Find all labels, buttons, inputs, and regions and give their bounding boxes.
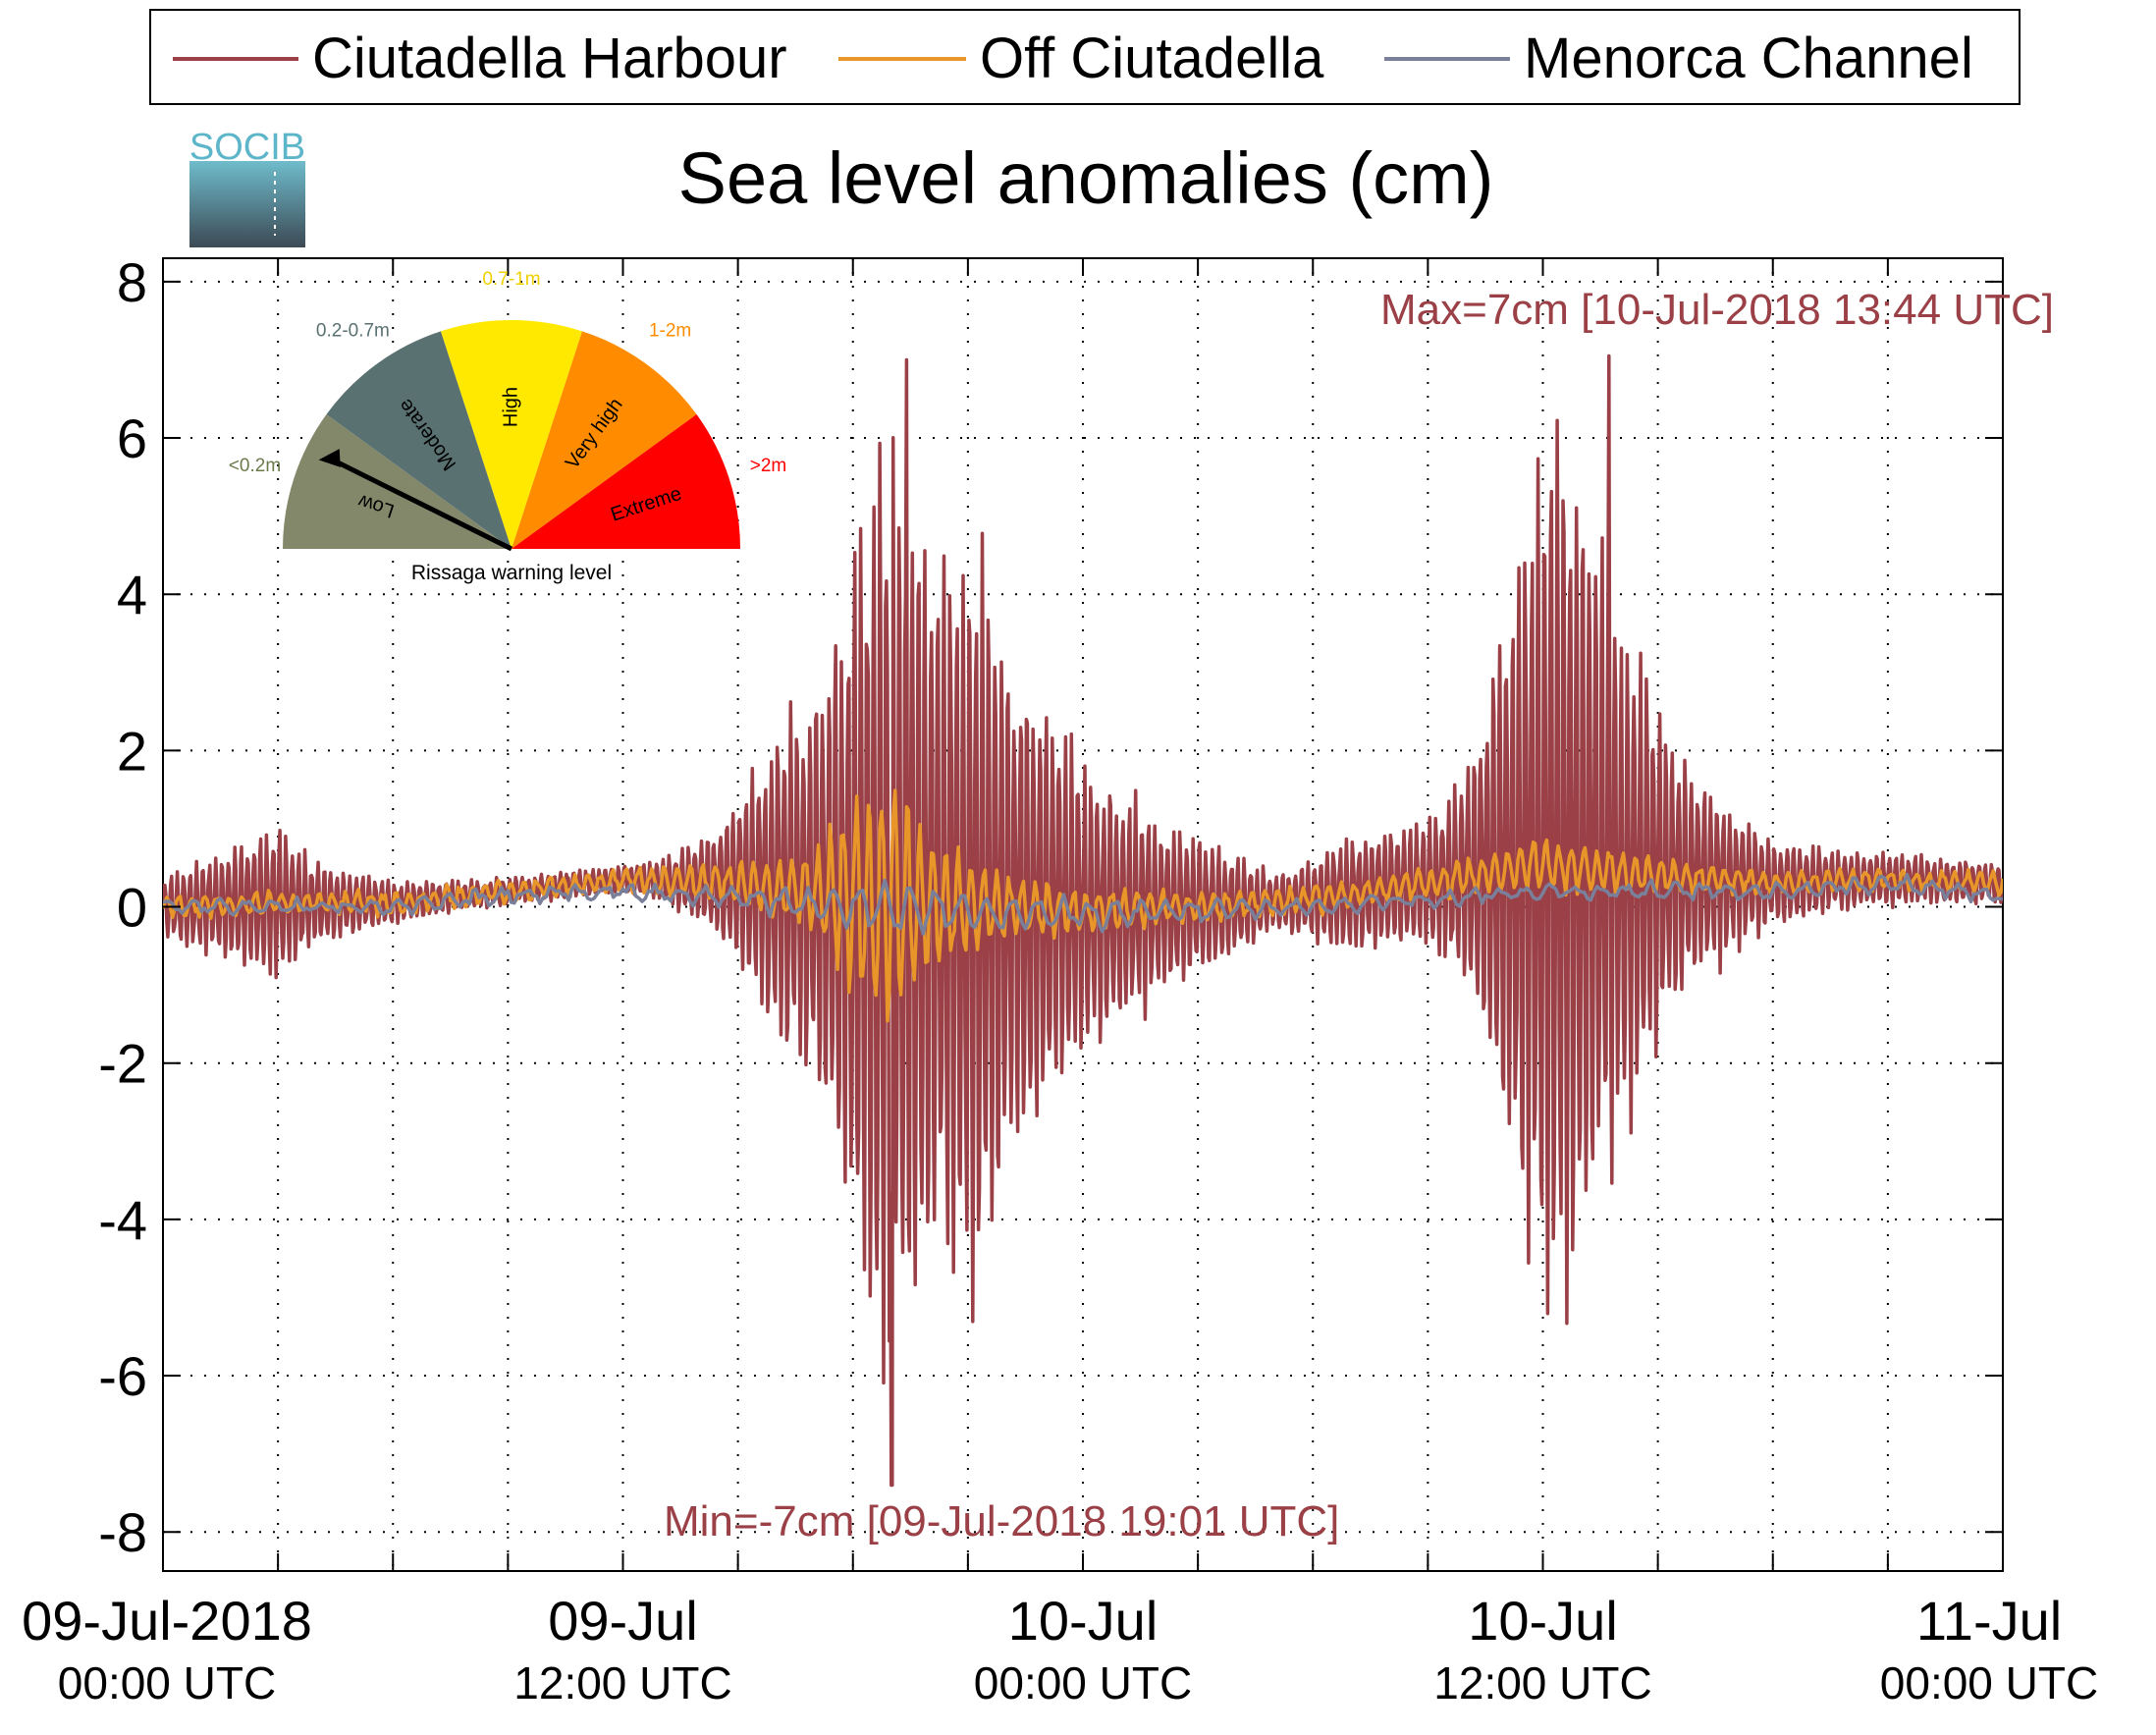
legend-label-menorca-channel: Menorca Channel xyxy=(1524,27,1973,90)
y-tick-label: -4 xyxy=(98,1189,147,1251)
series-group xyxy=(163,353,2003,1488)
menorca-channel-line xyxy=(163,872,2003,936)
x-tick-date: 09-Jul-2018 xyxy=(22,1590,312,1652)
y-tick-label: 4 xyxy=(117,564,147,625)
chart-title: Sea level anomalies (cm) xyxy=(678,137,1494,219)
y-tick-label: 6 xyxy=(117,407,147,469)
gauge-segment-moderate xyxy=(326,331,512,549)
legend-label-off-ciutadella: Off Ciutadella xyxy=(980,27,1324,90)
socib-logo-text: SOCIB xyxy=(189,127,305,168)
gauge-caption: Rissaga warning level xyxy=(411,562,612,584)
x-tick-time: 00:00 UTC xyxy=(1880,1657,2098,1708)
gauge-segment-extreme-range: >2m xyxy=(750,456,787,476)
socib-logo: SOCIB xyxy=(189,127,305,247)
gauge-segment-high-label: High xyxy=(500,387,521,427)
x-tick-time: 12:00 UTC xyxy=(513,1657,731,1708)
x-tick-time: 12:00 UTC xyxy=(1433,1657,1651,1708)
gauge-segment-moderate-range: 0.2-0.7m xyxy=(316,321,390,342)
gauge-needle xyxy=(330,457,513,552)
legend-label-ciutadella-harbour: Ciutadella Harbour xyxy=(312,27,787,90)
gauge-segment-low xyxy=(283,414,512,549)
legend: Ciutadella Harbour Off Ciutadella Menorc… xyxy=(149,9,2021,105)
gauge-segment-low-range: <0.2m xyxy=(229,456,281,476)
gauge-segment-high-range: 0.7-1m xyxy=(482,269,540,290)
y-tick-label: 2 xyxy=(117,720,147,782)
gauge-segment-high xyxy=(441,319,582,549)
y-tick-label: -8 xyxy=(98,1501,147,1563)
min-annotation: Min=-7cm [09-Jul-2018 19:01 UTC] xyxy=(664,1497,1339,1545)
y-tick-label: 0 xyxy=(117,877,147,939)
x-tick-time: 00:00 UTC xyxy=(58,1657,276,1708)
x-tick-date: 11-Jul xyxy=(1916,1590,2062,1652)
max-annotation: Max=7cm [10-Jul-2018 13:44 UTC] xyxy=(1380,286,2054,334)
x-tick-date: 10-Jul xyxy=(1008,1590,1159,1652)
gauge-segment-extreme xyxy=(512,414,740,549)
y-tick-label: 8 xyxy=(117,251,147,313)
gauge-segment-very-high xyxy=(512,331,697,549)
gauge-needle-head xyxy=(318,449,341,467)
x-tick-date: 09-Jul xyxy=(548,1590,698,1652)
x-tick-time: 00:00 UTC xyxy=(974,1657,1192,1708)
y-tick-label: -6 xyxy=(98,1345,147,1407)
gauge-segment-very-high-range: 1-2m xyxy=(649,321,691,342)
y-tick-label: -2 xyxy=(98,1033,147,1095)
x-tick-date: 10-Jul xyxy=(1468,1590,1618,1652)
